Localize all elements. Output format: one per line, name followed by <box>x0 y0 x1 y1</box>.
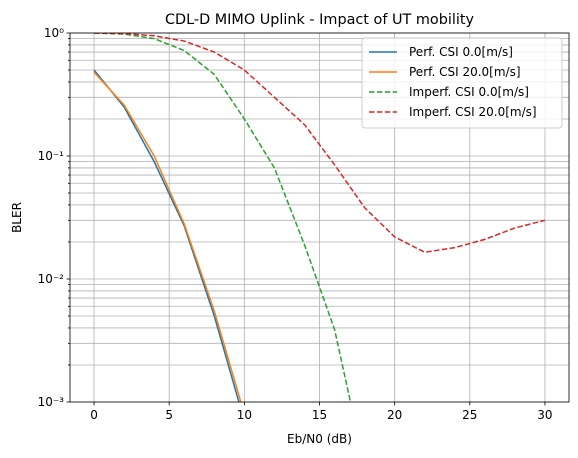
plot-area <box>93 33 546 402</box>
y-tick-label: 10⁻¹ <box>38 149 65 163</box>
y-tick-label: 10⁻² <box>38 272 65 286</box>
x-tick-label: 25 <box>462 408 477 422</box>
legend-label: Imperf. CSI 0.0[m/s] <box>409 85 529 99</box>
legend-label: Perf. CSI 20.0[m/s] <box>409 65 521 79</box>
y-axis-label: BLER <box>10 202 24 233</box>
x-tick-label: 15 <box>312 408 327 422</box>
x-tick-label: 10 <box>237 408 252 422</box>
series-line <box>93 71 242 402</box>
x-tick-label: 5 <box>165 408 173 422</box>
y-tick-label: 10⁰ <box>44 26 64 40</box>
series-line <box>93 69 240 402</box>
legend-label: Perf. CSI 0.0[m/s] <box>409 45 513 59</box>
ticks: 0 5 10 15 20 25 30 10⁻³ 10⁻² 10⁻¹ 10⁰ <box>38 26 553 422</box>
y-tick-label: 10⁻³ <box>38 395 65 409</box>
series-line <box>94 33 352 402</box>
x-tick-label: 0 <box>90 408 98 422</box>
series-line <box>94 33 546 254</box>
legend: Perf. CSI 0.0[m/s] Perf. CSI 20.0[m/s] Imp… <box>361 37 563 129</box>
legend-label: Imperf. CSI 20.0[m/s] <box>409 105 537 119</box>
chart-title: CDL-D MIMO Uplink - Impact of UT mobilit… <box>165 12 474 28</box>
x-axis-label: Eb/N0 (dB) <box>287 432 352 446</box>
legend-box <box>361 37 563 129</box>
x-tick-label: 30 <box>537 408 552 422</box>
x-tick-label: 20 <box>387 408 402 422</box>
